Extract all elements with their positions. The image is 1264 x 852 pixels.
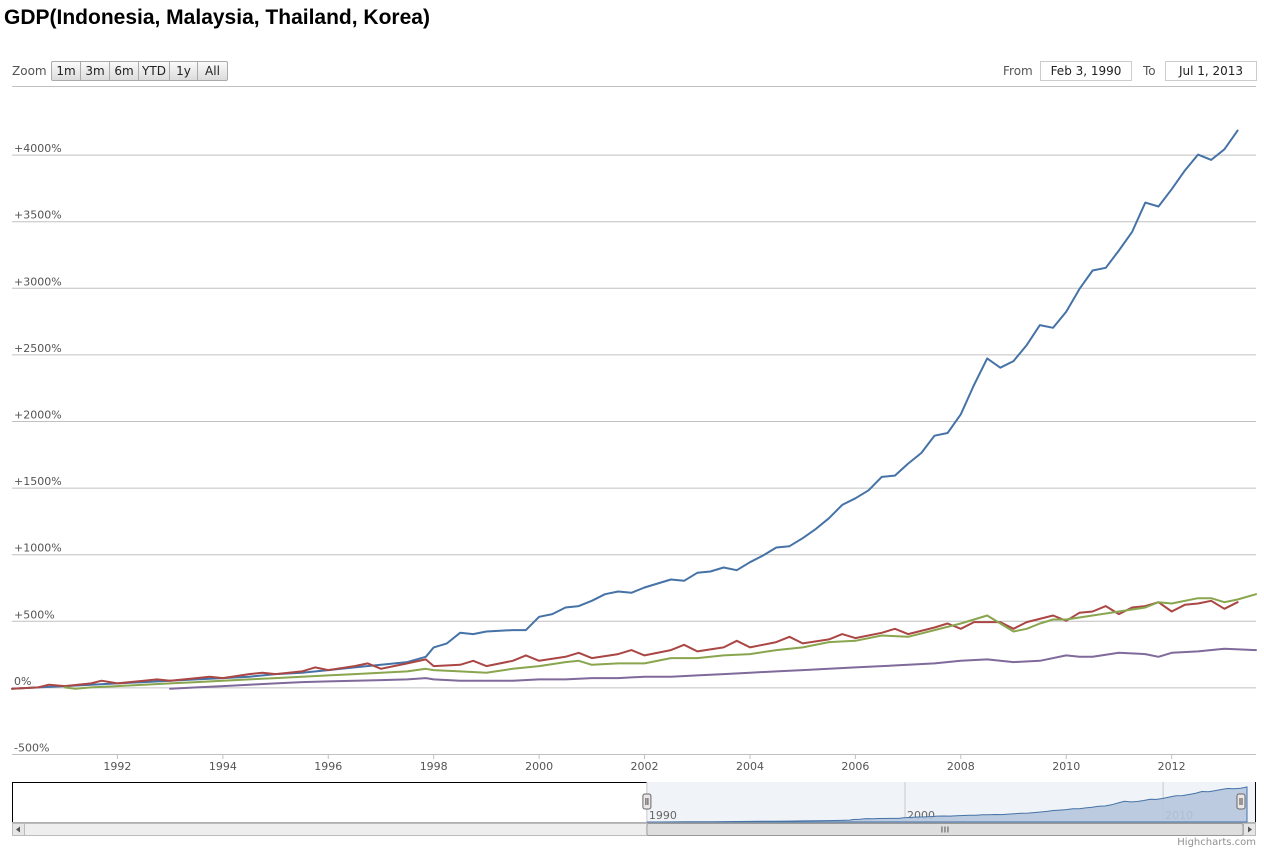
navigator-left-handle[interactable] <box>642 793 652 810</box>
to-label: To <box>1143 64 1156 78</box>
y-tick-label: +3000% <box>14 275 62 288</box>
chart-title: GDP(Indonesia, Malaysia, Thailand, Korea… <box>4 6 430 29</box>
zoom-1m-button[interactable]: 1m <box>52 62 81 80</box>
from-label: From <box>1003 64 1033 78</box>
scrollbar-right-arrow-icon <box>1248 826 1252 833</box>
x-tick-label: 2012 <box>1158 760 1186 773</box>
x-tick-label: 2000 <box>525 760 553 773</box>
zoom-button-group: 1m 3m 6m YTD 1y All <box>51 61 228 81</box>
toolbar-divider <box>12 86 1256 87</box>
zoom-all-button[interactable]: All <box>198 62 227 80</box>
x-tick-label: 1996 <box>314 760 342 773</box>
scrollbar-left-arrow-icon <box>16 826 20 833</box>
zoom-label: Zoom <box>12 64 47 78</box>
x-tick-label: 1992 <box>103 760 131 773</box>
y-tick-label: +2500% <box>14 342 62 355</box>
navigator-series-area <box>646 786 1248 823</box>
zoom-ytd-button[interactable]: YTD <box>139 62 170 80</box>
navigator-scrollbar[interactable] <box>12 823 1256 836</box>
navigator[interactable]: 199020002010 <box>0 780 1264 840</box>
from-date-input[interactable] <box>1040 61 1132 81</box>
y-tick-label: +1500% <box>14 475 62 488</box>
zoom-3m-button[interactable]: 3m <box>81 62 110 80</box>
y-tick-label: +2000% <box>14 409 62 422</box>
main-chart-plot[interactable]: -500% 0% +500% +1000% +1500% +2000% +2500% +300… <box>0 88 1264 778</box>
y-tick-label: +3500% <box>14 209 62 222</box>
to-date-input[interactable] <box>1165 61 1257 81</box>
navigator-tick-label: 1990 <box>649 809 677 822</box>
y-tick-label: +500% <box>14 608 55 621</box>
navigator-right-handle[interactable] <box>1236 793 1246 810</box>
x-tick-label: 2002 <box>631 760 659 773</box>
series-line-3 <box>63 593 1257 690</box>
x-tick-label: 2010 <box>1052 760 1080 773</box>
y-tick-label: +1000% <box>14 542 62 555</box>
highcharts-credit[interactable]: Highcharts.com <box>1177 837 1256 848</box>
series-line-1 <box>11 129 1239 690</box>
y-tick-label: +4000% <box>14 142 62 155</box>
zoom-1y-button[interactable]: 1y <box>170 62 198 80</box>
series-line-4 <box>169 647 1257 690</box>
handle-body <box>642 793 652 810</box>
series-line-2 <box>11 599 1239 690</box>
y-tick-label: -500% <box>14 742 49 755</box>
x-tick-label: 1998 <box>420 760 448 773</box>
y-tick-label: 0% <box>14 675 31 688</box>
handle-body <box>1236 793 1246 810</box>
x-tick-label: 2004 <box>736 760 764 773</box>
x-tick-label: 2008 <box>947 760 975 773</box>
x-tick-label: 2006 <box>841 760 869 773</box>
zoom-6m-button[interactable]: 6m <box>110 62 139 80</box>
x-tick-label: 1994 <box>209 760 237 773</box>
